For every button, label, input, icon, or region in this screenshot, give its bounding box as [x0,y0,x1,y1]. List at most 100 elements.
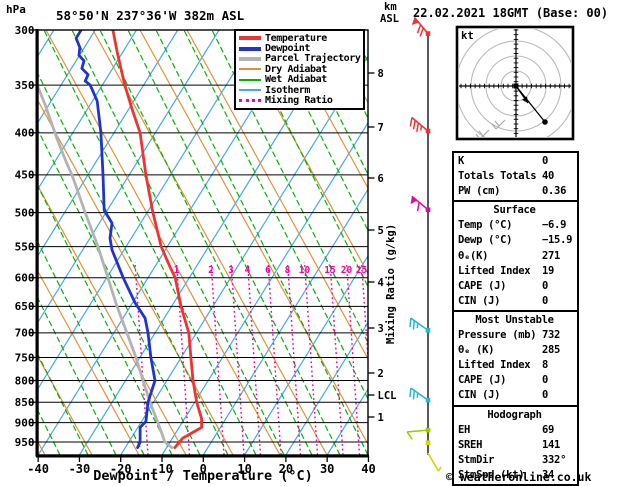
most-unstable-box: Most Unstable Pressure (mb) 732 θₑ (K) 285… [452,309,579,407]
stat-label: Lifted Index [458,264,531,277]
mixing-ratio-line [360,261,368,369]
isotherm-line [38,30,179,257]
dry-adiabat-line [38,99,234,455]
stat-row: CAPE (J) 0 [458,279,577,294]
km-tick-label: 6 [378,173,384,185]
pressure-tick-label: 750 [15,351,35,364]
hodograph-ghost-barb [459,139,472,148]
km-tick-label: 2 [378,368,384,380]
stat-label: CAPE (J) [458,374,507,387]
legend-swatch-parcel-trajectory [239,56,261,61]
stat-row: SREH 141 [458,438,577,453]
pressure-tick-label: 500 [15,206,35,219]
x-axis-tick-label: 40 [361,462,375,476]
wind-barb-feather [406,431,413,440]
stat-row: Pressure (mb) 732 [458,328,577,343]
legend-swatch-mixing-ratio [239,99,261,103]
isotherm-line [0,30,13,455]
ghost-barb-feather [459,143,463,148]
wind-barb [427,452,442,472]
mixing-ratio-label: 25 [356,265,368,276]
hodograph-storm-line [515,85,546,123]
legend-item-dewpoint: Dewpoint [239,43,363,55]
wind-barb-feather [409,387,412,398]
wet-adiabat-line [239,30,368,288]
wind-barb-feather [412,320,415,330]
stat-label: StmSpd (kt) [458,468,525,481]
stat-label: CIN (J) [458,389,501,402]
legend-label: Dewpoint [265,43,310,55]
hodograph-content [459,29,571,148]
wind-barb-staff [410,317,429,331]
wind-barb [409,317,431,333]
pressure-tick-label: 350 [15,79,35,92]
stat-value: 0.36 [542,185,567,198]
legend-item-isotherm: Isotherm [239,85,363,96]
stat-label: CAPE (J) [458,279,507,292]
section-title: Hodograph [487,408,542,421]
wet-adiabat-line [211,30,368,345]
wet-adiabat-line [38,353,89,455]
legend-item-mixing-ratio: Mixing Ratio [239,95,363,106]
ghost-barb-feather [491,123,497,130]
legend-label: Dry Adiabat [265,63,327,75]
stat-row: Temp (°C) −6.9 [458,218,577,233]
mixing-ratio-label: 10 [299,265,311,276]
stat-value: −6.9 [542,219,567,232]
dewpoint-line [74,30,157,450]
stat-value: 332° [542,453,567,466]
wind-barb-half-feather [419,125,423,131]
pressure-tick-label: 800 [15,374,35,387]
dry-adiabat-line [92,30,328,455]
stat-label: Lifted Index [458,359,531,372]
legend-swatch-wet-adiabat [239,78,261,81]
km-tick-label: 8 [378,68,384,80]
mixing-ratio-label: 8 [285,265,291,276]
stat-row: Dewp (°C) −15.9 [458,233,577,248]
isotherm-line [38,30,220,324]
pressure-tick-label: 600 [15,272,35,285]
hodograph-unit-label: kt [461,30,474,42]
wind-barb [410,195,431,212]
stat-value: −15.9 [542,234,573,247]
x-axis-tick-label: 30 [320,462,334,476]
dry-adiabat-line [139,30,368,446]
stat-row: StmSpd (kt) 34 [458,468,577,483]
stat-value: 34 [542,468,555,481]
x-axis-tick-label: -40 [27,462,49,476]
ghost-barb-staff [481,129,490,137]
km-tick-label: 5 [378,225,384,237]
stat-label: Totals Totals [458,170,537,183]
pressure-tick-label: 300 [15,24,35,37]
stat-value: 285 [542,344,561,357]
wet-adiabat-line [71,30,285,455]
legend-swatch-dry-adiabat [239,68,261,71]
mixing-ratio-label: 2 [208,265,214,276]
x-axis-caption: Dewpoint / Temperature (°C) [93,468,313,484]
mixing-ratio-line [286,261,302,455]
legend-item-temperature: Temperature [239,33,363,44]
section-title: Surface [493,204,536,217]
wind-barb [409,116,431,134]
wet-adiabat-line [127,30,341,455]
wind-barb [425,440,431,446]
wind-barb [411,16,431,37]
legend-swatch-dewpoint [239,46,261,51]
wind-barb-pennant [410,196,418,205]
mixing-ratio-label: 1 [174,265,180,276]
legend-item-wet-adiabat: Wet Adiabat [239,74,363,85]
dry-adiabat-line [45,30,281,455]
pressure-tick-label: 450 [15,169,35,182]
stat-value: 0 [542,374,549,387]
hodograph-stats-box: Hodograph EH 69 SREH 141 StmDir 332° StmSpd… [452,404,579,486]
pressure-tick-label: 900 [15,416,35,429]
wet-adiabat-line [99,30,313,455]
wind-barb-staff [427,452,440,472]
wind-barb-dot [425,327,431,333]
stat-row: Totals Totals 40 [458,169,577,184]
wet-adiabat-line [38,72,229,455]
